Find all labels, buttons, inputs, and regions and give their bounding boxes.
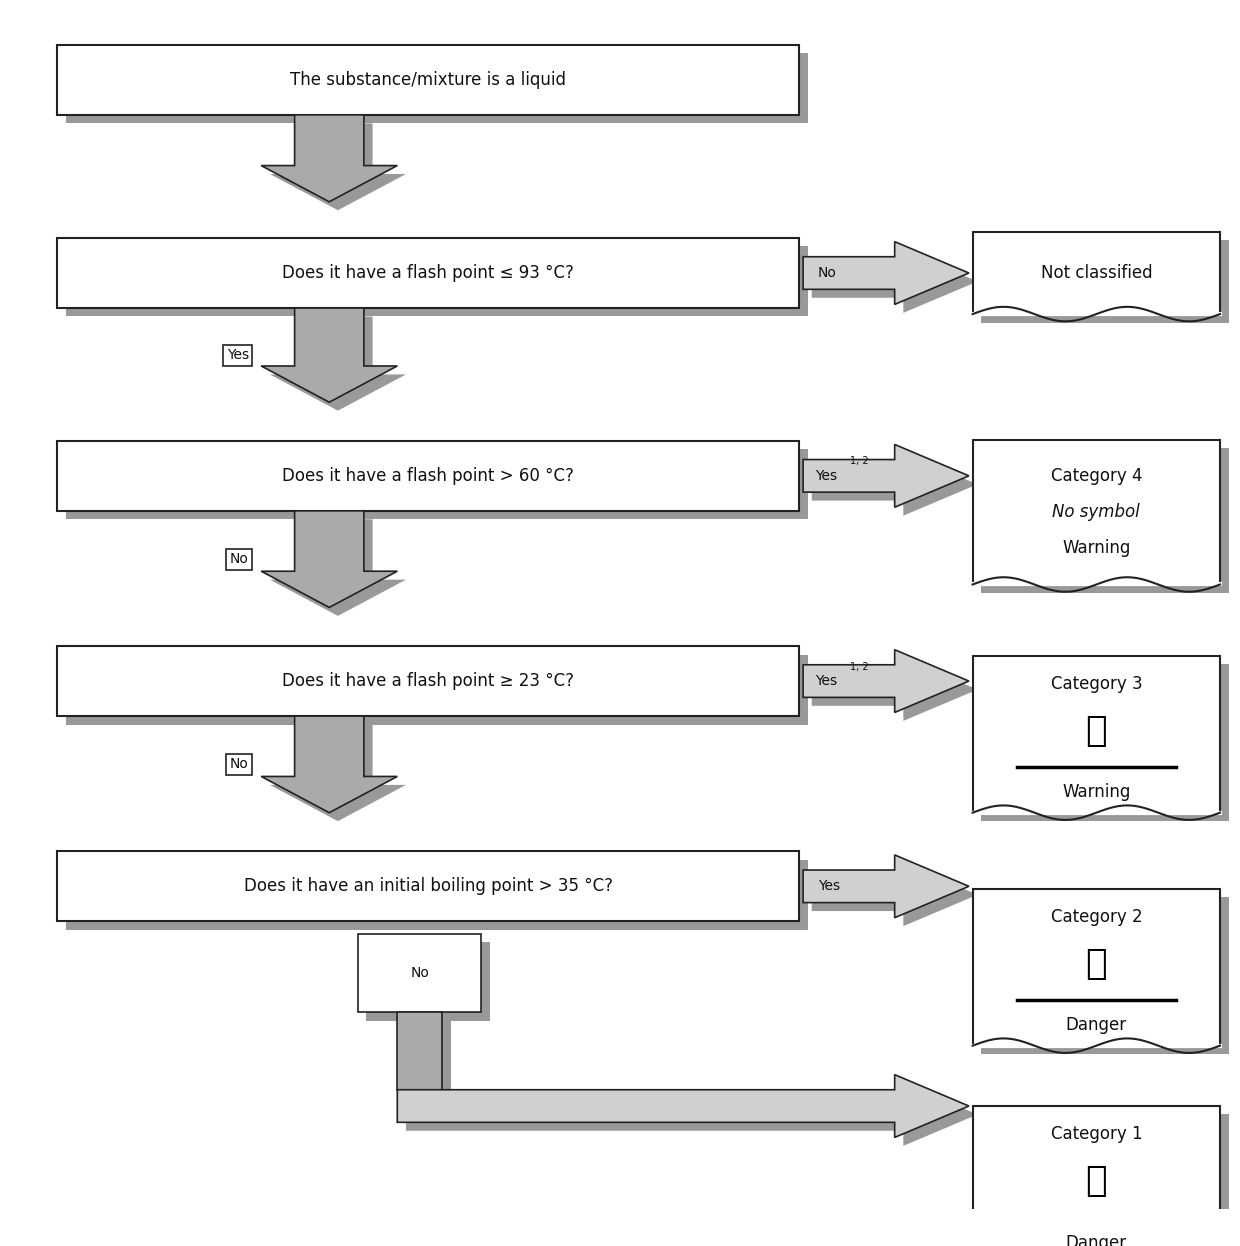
FancyBboxPatch shape [972,888,1220,1045]
Text: 🔥: 🔥 [1085,714,1107,748]
FancyBboxPatch shape [981,1114,1229,1246]
FancyBboxPatch shape [66,860,808,930]
Polygon shape [804,649,968,713]
FancyBboxPatch shape [57,45,800,115]
Text: Category 2: Category 2 [1050,908,1142,926]
Polygon shape [812,250,977,313]
Text: 1, 2: 1, 2 [851,662,869,672]
Polygon shape [397,1013,441,1090]
FancyBboxPatch shape [57,851,800,921]
Text: Danger: Danger [1065,1017,1127,1034]
FancyBboxPatch shape [357,934,481,1013]
Polygon shape [804,855,968,918]
Text: Yes: Yes [818,880,839,893]
FancyBboxPatch shape [66,54,808,123]
FancyBboxPatch shape [366,942,490,1020]
Text: Not classified: Not classified [1040,264,1152,282]
Polygon shape [812,452,977,516]
FancyBboxPatch shape [981,664,1229,821]
Polygon shape [270,520,405,616]
Text: No: No [229,758,249,771]
Polygon shape [812,863,977,926]
Text: Does it have a flash point > 60 °C?: Does it have a flash point > 60 °C? [283,467,574,485]
Text: Does it have a flash point ≥ 23 °C?: Does it have a flash point ≥ 23 °C? [283,672,574,690]
Polygon shape [397,1074,968,1138]
Text: 🔥: 🔥 [1085,1164,1107,1199]
Text: No symbol: No symbol [1053,503,1141,521]
FancyBboxPatch shape [972,655,1220,812]
Polygon shape [804,445,968,507]
Polygon shape [262,308,397,402]
Polygon shape [270,724,405,821]
FancyBboxPatch shape [972,440,1220,584]
Text: No: No [818,267,837,280]
FancyBboxPatch shape [57,441,800,511]
Text: Yes: Yes [816,674,837,688]
FancyBboxPatch shape [972,1106,1220,1246]
Polygon shape [812,658,977,721]
FancyBboxPatch shape [57,238,800,308]
Text: 1, 2: 1, 2 [851,456,869,466]
FancyBboxPatch shape [57,647,800,716]
Text: No: No [229,552,249,566]
Text: Category 3: Category 3 [1050,675,1142,693]
Polygon shape [262,716,397,812]
Text: 🔥: 🔥 [1085,947,1107,981]
FancyBboxPatch shape [66,247,808,316]
Text: Does it have a flash point ≤ 93 °C?: Does it have a flash point ≤ 93 °C? [283,264,574,282]
Polygon shape [405,1083,977,1146]
Polygon shape [405,1020,450,1098]
FancyBboxPatch shape [981,897,1229,1054]
Text: Does it have an initial boiling point > 35 °C?: Does it have an initial boiling point > … [244,877,613,896]
Text: The substance/mixture is a liquid: The substance/mixture is a liquid [290,71,567,88]
FancyBboxPatch shape [972,232,1220,314]
FancyBboxPatch shape [981,449,1229,593]
Text: Danger: Danger [1065,1234,1127,1246]
Polygon shape [804,242,968,304]
Polygon shape [262,511,397,608]
FancyBboxPatch shape [981,240,1229,323]
Polygon shape [270,123,405,211]
Text: Category 4: Category 4 [1050,467,1142,485]
Text: Warning: Warning [1063,784,1131,801]
Text: Warning: Warning [1063,540,1131,557]
FancyBboxPatch shape [66,450,808,520]
Polygon shape [270,316,405,411]
Text: No: No [410,966,429,981]
Text: Category 1: Category 1 [1050,1125,1142,1144]
Polygon shape [262,115,397,202]
Text: Yes: Yes [816,468,837,483]
Text: Yes: Yes [227,348,249,363]
FancyBboxPatch shape [66,654,808,724]
